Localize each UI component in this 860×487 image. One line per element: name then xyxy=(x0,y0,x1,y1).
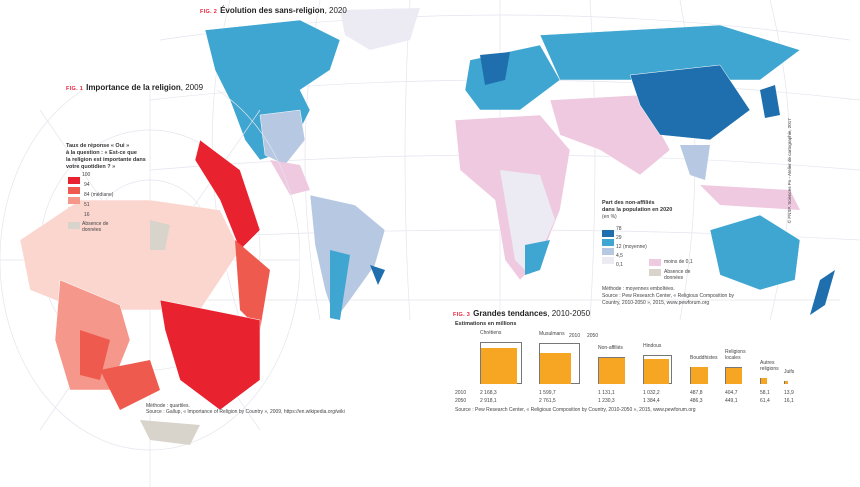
legend-label: 0,1 xyxy=(616,262,623,268)
square-2010 xyxy=(540,352,572,384)
value-label-2010: 2 168,3 xyxy=(480,390,497,396)
australia xyxy=(709,214,801,291)
legend-label: 29 xyxy=(616,235,622,241)
square-2010 xyxy=(761,378,767,384)
legend-swatch xyxy=(68,197,80,204)
legend-label: 16 xyxy=(84,212,90,218)
value-label-2050: 1 384,4 xyxy=(643,398,660,404)
world-map-non-affiliated xyxy=(149,0,860,321)
polar-map-religion-importance xyxy=(0,90,300,487)
legend-swatch xyxy=(649,269,661,276)
category-label: Non-affiliés xyxy=(598,344,623,351)
legend-label: moins de 0,1 xyxy=(664,259,693,265)
legend-swatch xyxy=(602,230,614,237)
value-label-2010: 58,1 xyxy=(760,390,770,396)
legend-label: Absence de données xyxy=(664,269,691,281)
legend-swatch xyxy=(68,222,80,229)
fig2-legend-title-2: dans la population en 2020 xyxy=(602,207,673,213)
value-label-2010: 1 032,2 xyxy=(643,390,660,396)
legend-swatch xyxy=(649,259,661,266)
value-label-2010: 1 131,1 xyxy=(598,390,615,396)
fig2-method: Méthode : moyennes emboîtées. xyxy=(602,286,675,292)
legend-label: 84 (médiane) xyxy=(84,192,114,198)
value-label-2050: 16,1 xyxy=(784,398,794,404)
value-label-2050: 1 230,3 xyxy=(598,398,615,404)
fig2-legend: Part des non-affiliés dans la population… xyxy=(602,200,802,310)
legend-label: 78 xyxy=(616,226,622,232)
china xyxy=(629,64,751,141)
value-label-2010: 1 599,7 xyxy=(539,390,556,396)
value-label-2050: 61,4 xyxy=(760,398,770,404)
row-label-2050: 2050 xyxy=(455,398,467,404)
fig1-legend-title: la religion est importante dans xyxy=(66,157,146,163)
value-label-2050: 2 761,5 xyxy=(539,398,556,404)
value-label-2010: 487,8 xyxy=(690,390,703,396)
legend-year-2010: 2010 xyxy=(569,333,581,339)
fig1-legend-title: Taux de réponse « Oui » xyxy=(66,143,130,149)
fig1-legend-title: votre quotidien ? » xyxy=(66,164,116,170)
fig2-legend-unit: (en %) xyxy=(602,214,617,220)
legend-label: 94 xyxy=(84,182,90,188)
square-2010 xyxy=(785,381,788,384)
value-label-2010: 404,7 xyxy=(725,390,738,396)
row-label-2010: 2010 xyxy=(455,390,467,396)
square-2010 xyxy=(644,358,670,384)
legend-swatch xyxy=(602,248,614,255)
fig1-legend-title: à la question : « Est-ce que xyxy=(66,150,137,156)
category-label: Religions locales xyxy=(725,349,746,362)
category-label: Bouddhistes xyxy=(690,354,718,361)
fig3-source: Source : Pew Research Center, « Religiou… xyxy=(455,407,696,413)
category-label: Autres religions xyxy=(760,359,779,372)
category-label: Juifs xyxy=(784,368,795,375)
legend-label: 12 (moyenne) xyxy=(616,244,647,250)
square-2010 xyxy=(481,347,518,384)
fig2-title: FIG. 2 Évolution des sans-religion, 2020 xyxy=(200,6,347,15)
legend-label: 4,5 xyxy=(616,253,623,259)
value-label-2050: 2 918,1 xyxy=(480,398,497,404)
legend-year-2050: 2050 xyxy=(587,333,599,339)
legend-swatch xyxy=(602,257,614,264)
value-label-2050: 486,3 xyxy=(690,398,703,404)
legend-swatch xyxy=(68,177,80,184)
legend-label: Absence de données xyxy=(82,221,109,233)
category-label: Chrétiens xyxy=(480,329,502,336)
fig1-method: Méthode : quartiles. xyxy=(146,403,190,409)
value-label-2050: 449,1 xyxy=(725,398,738,404)
fig1-source: Source : Gallup, « Importance of Religio… xyxy=(146,409,345,415)
square-2010 xyxy=(726,368,742,384)
fig2-source: Source : Pew Research Center, « Religiou… xyxy=(602,293,735,306)
fig2-legend-title-1: Part des non-affiliés xyxy=(602,200,655,206)
fig1-title: FIG. 1 Importance de la religion, 2009 xyxy=(66,83,204,92)
legend-swatch xyxy=(68,187,80,194)
category-label: Musulmans xyxy=(539,331,565,337)
fig1-legend: Taux de réponse « Oui » à la question : … xyxy=(66,143,166,243)
legend-label: 100 xyxy=(82,172,91,178)
category-label: Hindous xyxy=(643,342,662,349)
fig3-title: FIG. 3 Grandes tendances, 2010-2050 xyxy=(453,309,591,318)
legend-swatch xyxy=(602,239,614,246)
fig3-subtitle: Estimations en millions xyxy=(455,321,517,327)
square-2010 xyxy=(599,357,626,384)
value-label-2010: 13,9 xyxy=(784,390,794,396)
legend-label: 51 xyxy=(84,202,90,208)
legend-swatch xyxy=(68,207,80,214)
square-2010 xyxy=(691,366,709,384)
